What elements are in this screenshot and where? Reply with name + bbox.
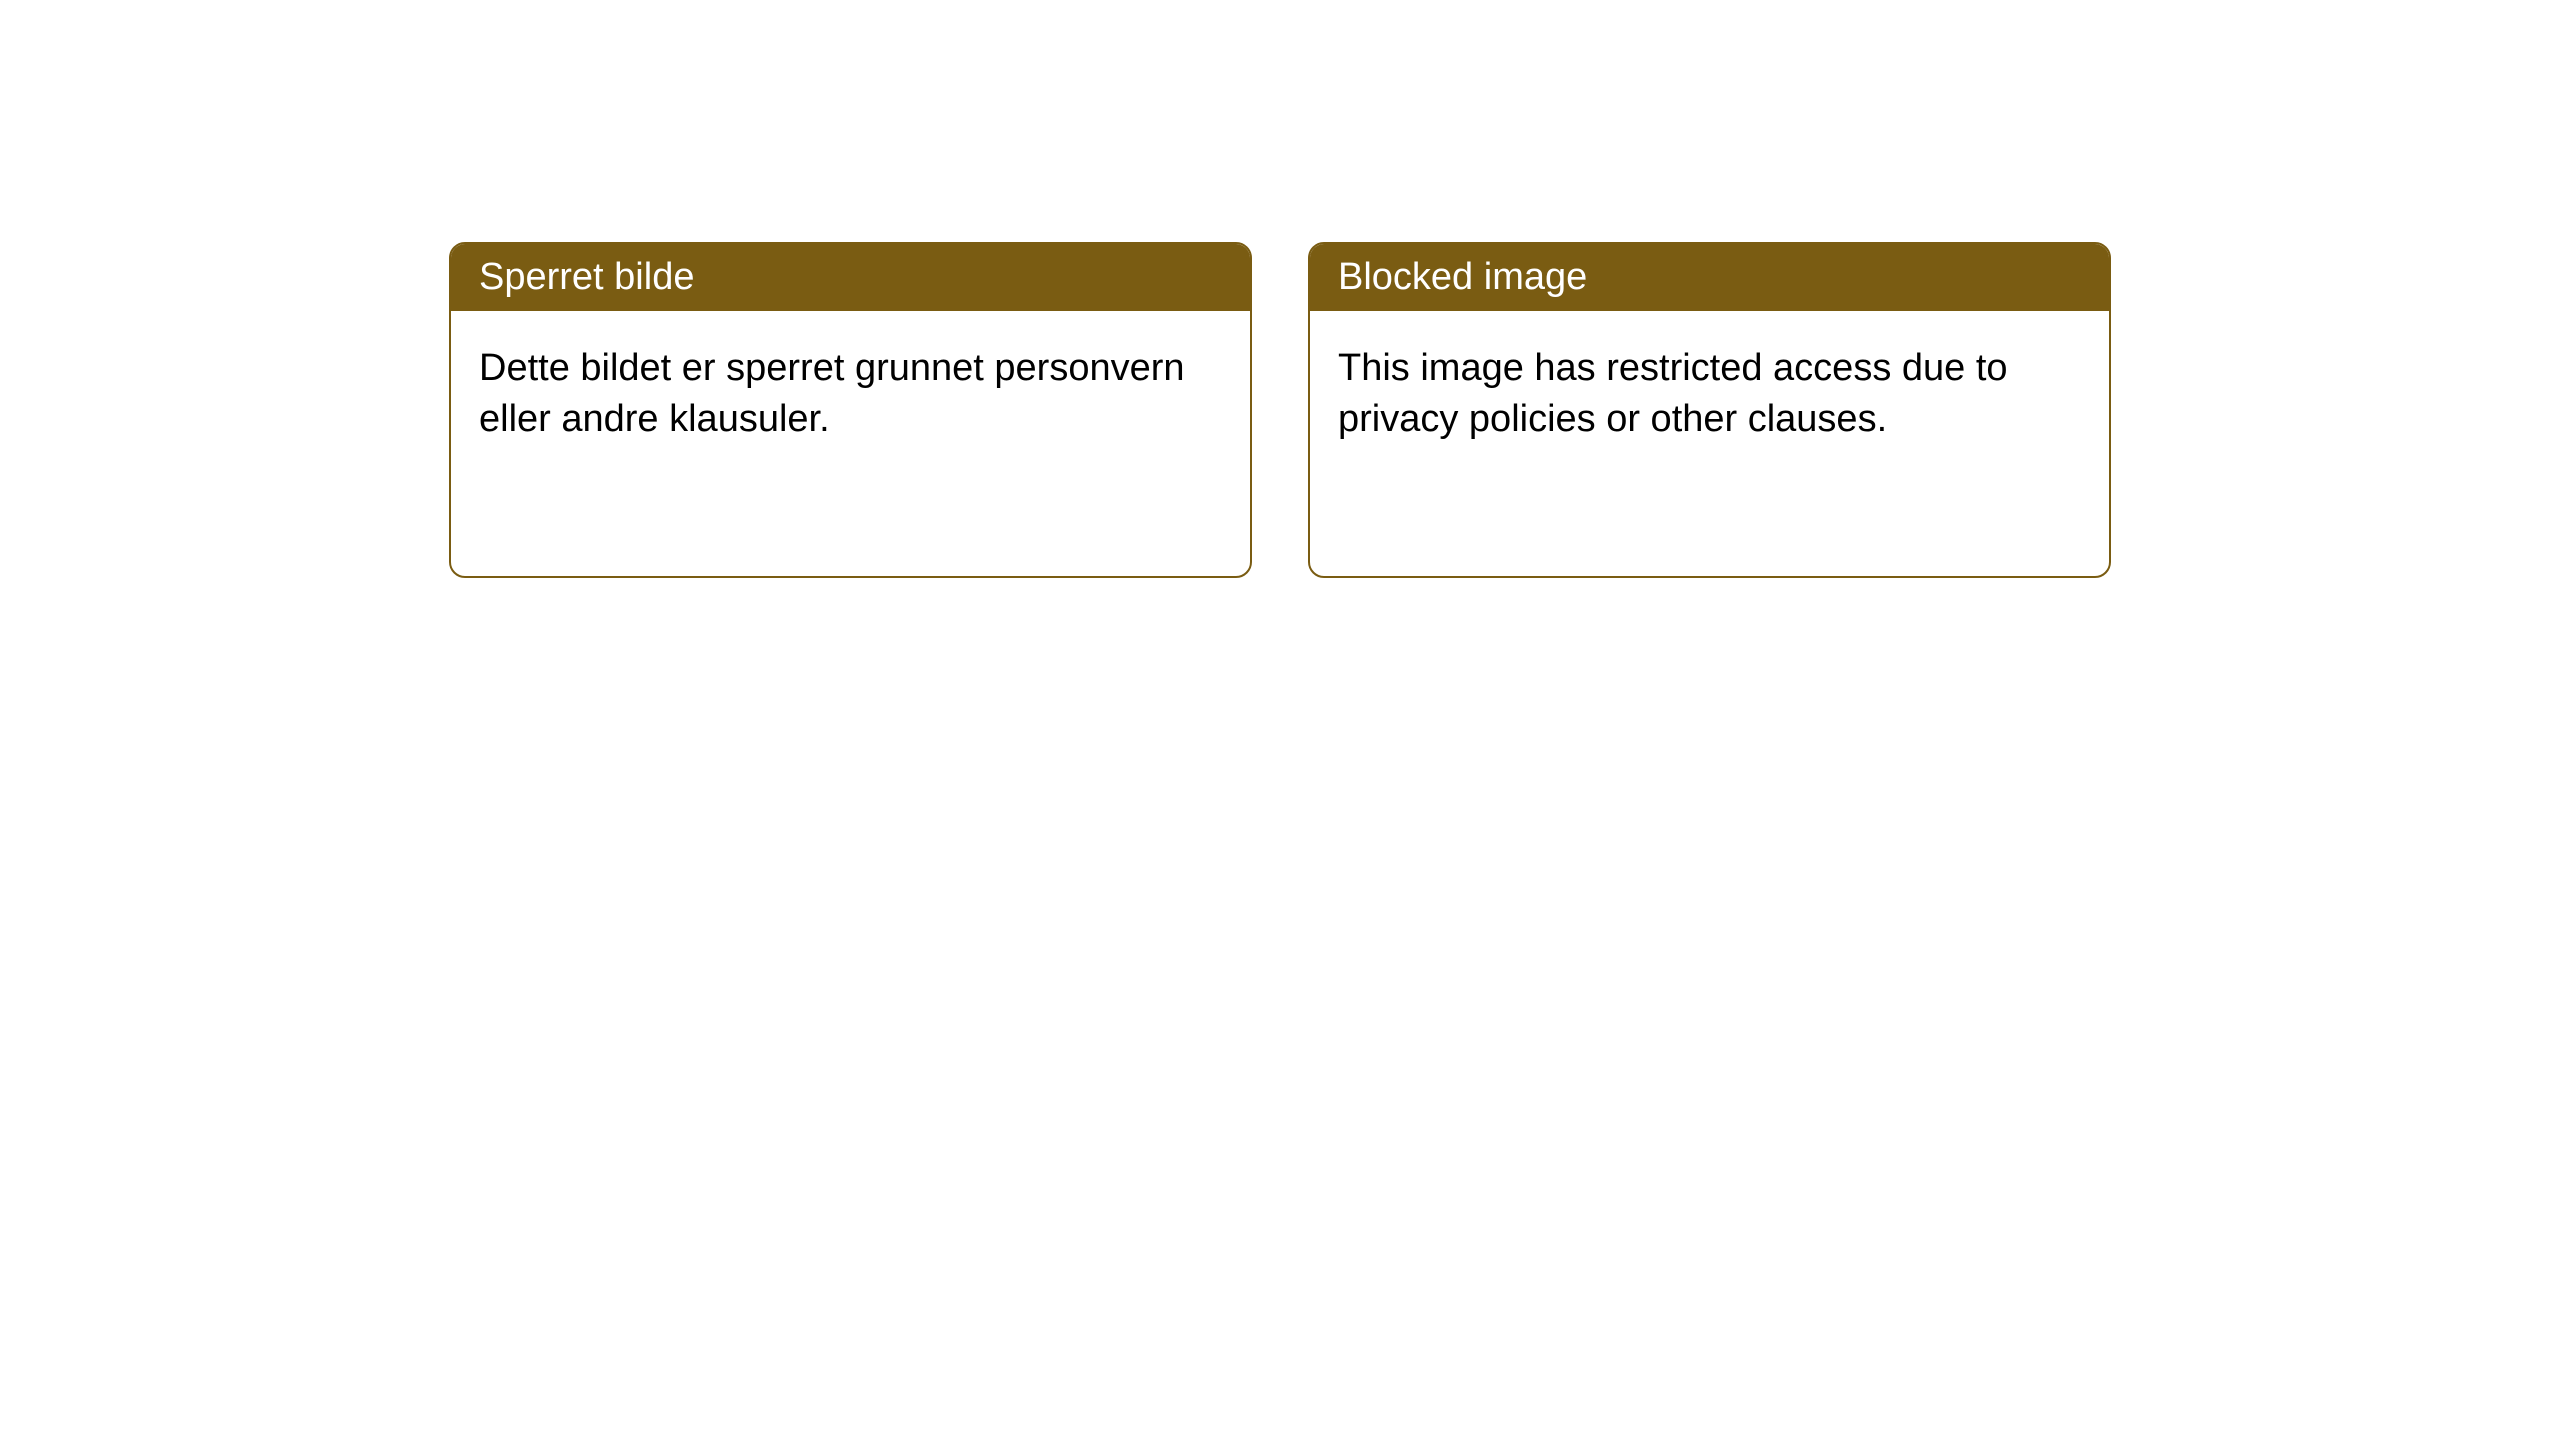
notice-card-norwegian: Sperret bilde Dette bildet er sperret gr… [449,242,1252,578]
card-header: Sperret bilde [451,244,1250,311]
notice-card-english: Blocked image This image has restricted … [1308,242,2111,578]
card-header: Blocked image [1310,244,2109,311]
card-body-text: This image has restricted access due to … [1338,347,2008,440]
card-title: Blocked image [1338,256,1587,298]
card-body: Dette bildet er sperret grunnet personve… [451,311,1250,478]
notice-cards-container: Sperret bilde Dette bildet er sperret gr… [449,242,2111,578]
card-body-text: Dette bildet er sperret grunnet personve… [479,347,1185,440]
card-body: This image has restricted access due to … [1310,311,2109,478]
card-title: Sperret bilde [479,256,694,298]
